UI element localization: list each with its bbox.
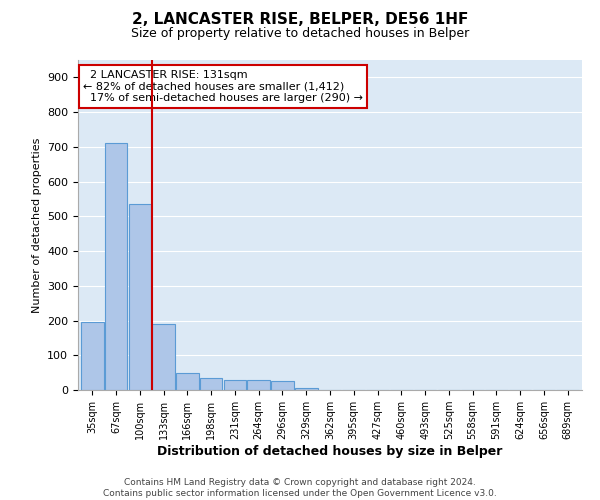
Bar	[105, 144, 127, 390]
Bar	[176, 372, 199, 390]
Text: Size of property relative to detached houses in Belper: Size of property relative to detached ho…	[131, 28, 469, 40]
Bar	[81, 322, 104, 390]
Bar	[271, 382, 294, 390]
Text: 2, LANCASTER RISE, BELPER, DE56 1HF: 2, LANCASTER RISE, BELPER, DE56 1HF	[132, 12, 468, 28]
Bar	[247, 380, 270, 390]
Text: 2 LANCASTER RISE: 131sqm
← 82% of detached houses are smaller (1,412)
  17% of s: 2 LANCASTER RISE: 131sqm ← 82% of detach…	[83, 70, 363, 103]
X-axis label: Distribution of detached houses by size in Belper: Distribution of detached houses by size …	[157, 445, 503, 458]
Bar	[224, 380, 246, 390]
Bar	[200, 378, 223, 390]
Bar	[128, 204, 151, 390]
Bar	[295, 388, 317, 390]
Y-axis label: Number of detached properties: Number of detached properties	[32, 138, 41, 312]
Text: Contains HM Land Registry data © Crown copyright and database right 2024.
Contai: Contains HM Land Registry data © Crown c…	[103, 478, 497, 498]
Bar	[152, 324, 175, 390]
